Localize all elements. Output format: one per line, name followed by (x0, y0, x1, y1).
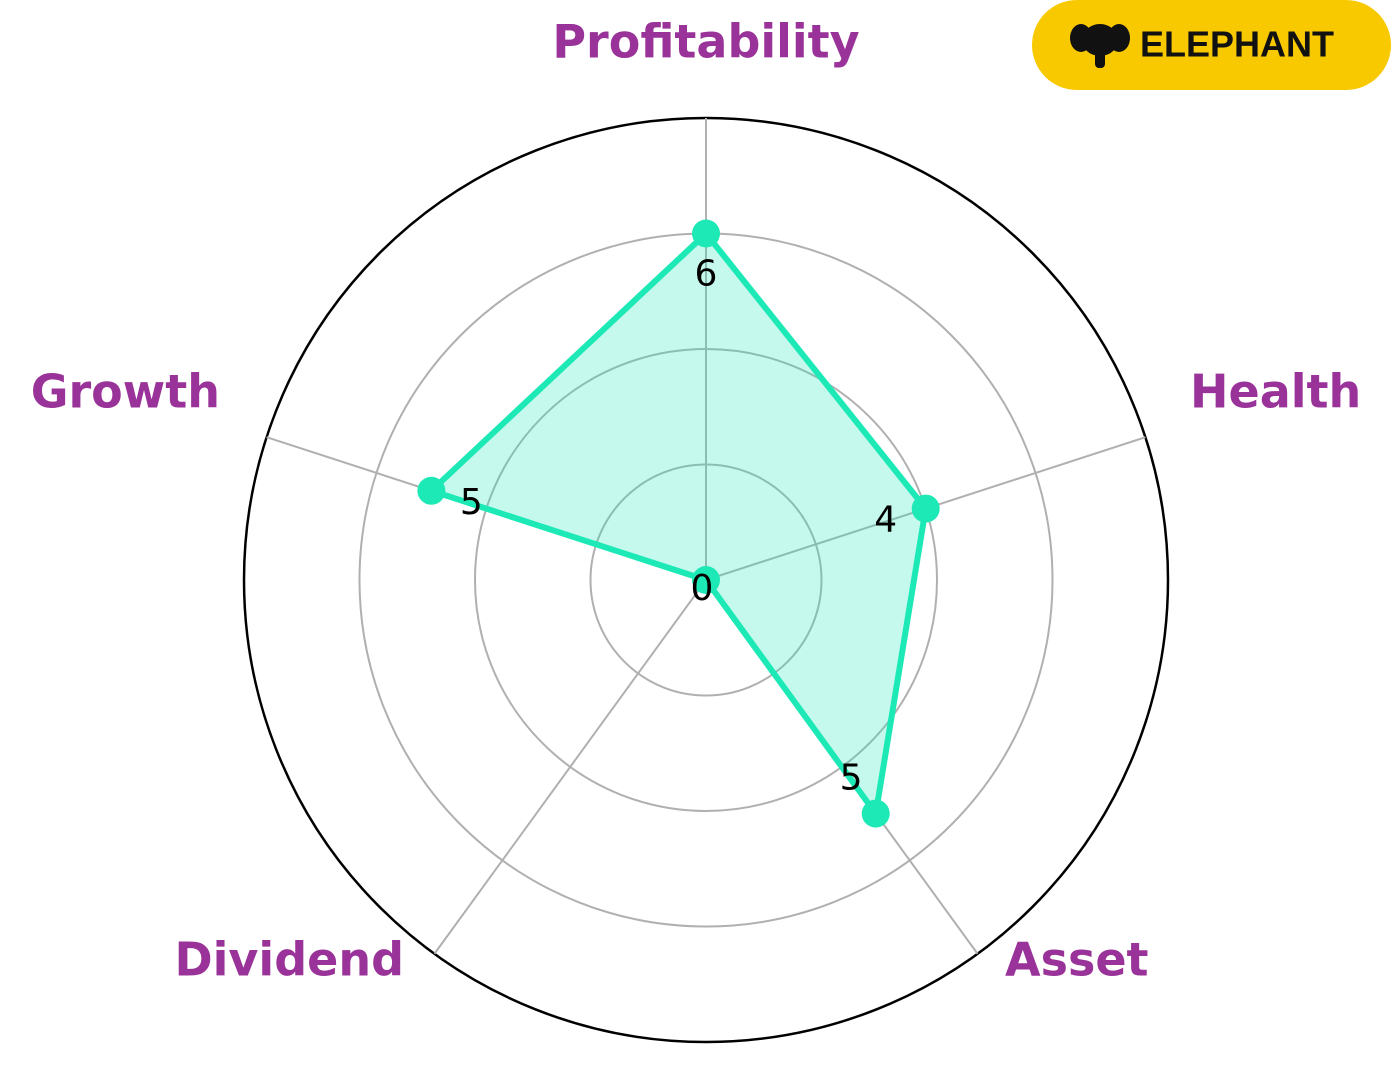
value-label: 5 (840, 758, 863, 799)
data-point (692, 566, 720, 594)
axis-label: Asset (1005, 933, 1149, 987)
spoke (433, 579, 707, 955)
value-label: 5 (460, 482, 483, 523)
value-label: 4 (874, 500, 897, 541)
logo-text: ELEPHANT (1140, 24, 1334, 65)
data-point (417, 476, 446, 505)
axis-label: Dividend (174, 933, 404, 987)
logo-icon (1070, 24, 1130, 68)
data-point (692, 219, 720, 248)
value-label: 0 (691, 568, 714, 609)
axis-label: Health (1190, 365, 1361, 419)
value-label: 6 (695, 254, 718, 295)
axis-label: Growth (31, 365, 220, 419)
data-point (861, 799, 890, 828)
logo-badge: ELEPHANT (1032, 0, 1391, 90)
data-point (911, 494, 940, 523)
logo-background (1032, 0, 1391, 90)
axis-label: Profitability (552, 15, 859, 69)
radar-area (428, 230, 929, 817)
